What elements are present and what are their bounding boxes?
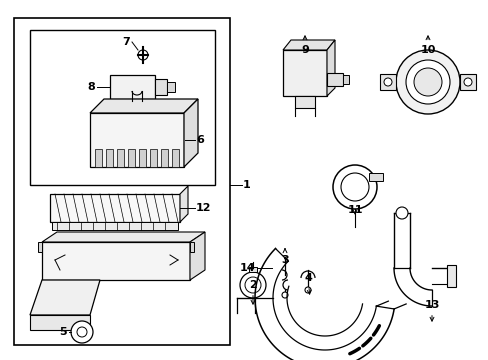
Text: 2: 2	[248, 280, 256, 304]
Polygon shape	[95, 149, 102, 167]
Polygon shape	[30, 315, 90, 330]
Text: 11: 11	[346, 205, 362, 215]
Polygon shape	[90, 99, 198, 113]
Polygon shape	[155, 79, 167, 95]
Polygon shape	[180, 186, 187, 222]
Polygon shape	[150, 149, 157, 167]
Polygon shape	[42, 242, 190, 280]
Polygon shape	[167, 82, 175, 92]
Polygon shape	[283, 40, 334, 50]
Text: 5: 5	[59, 327, 67, 337]
Polygon shape	[161, 149, 168, 167]
Circle shape	[340, 173, 368, 201]
Polygon shape	[342, 75, 348, 84]
Text: 9: 9	[301, 36, 308, 55]
Circle shape	[71, 321, 93, 343]
Circle shape	[240, 272, 265, 298]
Text: 3: 3	[281, 249, 288, 265]
Polygon shape	[14, 18, 229, 345]
Text: 13: 13	[424, 300, 439, 321]
Circle shape	[383, 78, 391, 86]
Text: 6: 6	[196, 135, 203, 145]
Text: 8: 8	[87, 82, 95, 92]
Circle shape	[244, 277, 261, 293]
Polygon shape	[52, 222, 178, 230]
Polygon shape	[368, 173, 382, 181]
Polygon shape	[90, 113, 183, 167]
Circle shape	[305, 287, 310, 293]
Circle shape	[282, 292, 287, 298]
Circle shape	[332, 165, 376, 209]
Polygon shape	[248, 267, 257, 272]
Polygon shape	[459, 74, 475, 90]
Polygon shape	[190, 242, 194, 252]
Text: 4: 4	[304, 273, 311, 294]
Circle shape	[463, 78, 471, 86]
Polygon shape	[326, 40, 334, 96]
Circle shape	[413, 68, 441, 96]
Polygon shape	[294, 96, 314, 108]
Text: 1: 1	[243, 180, 250, 190]
Polygon shape	[139, 149, 146, 167]
Text: 7: 7	[122, 37, 130, 47]
Polygon shape	[117, 149, 124, 167]
Polygon shape	[42, 232, 204, 242]
Polygon shape	[110, 75, 155, 99]
Polygon shape	[379, 74, 395, 90]
Text: 14: 14	[239, 263, 254, 273]
Circle shape	[405, 60, 449, 104]
Polygon shape	[326, 73, 342, 86]
Circle shape	[395, 50, 459, 114]
Polygon shape	[128, 149, 135, 167]
Circle shape	[77, 327, 87, 337]
Polygon shape	[446, 265, 455, 287]
Polygon shape	[190, 232, 204, 280]
Circle shape	[395, 207, 407, 219]
Polygon shape	[106, 149, 113, 167]
Text: 10: 10	[420, 36, 435, 55]
Polygon shape	[283, 50, 326, 96]
Polygon shape	[30, 280, 100, 315]
Polygon shape	[172, 149, 179, 167]
Polygon shape	[50, 194, 180, 222]
Text: 12: 12	[196, 203, 211, 213]
Polygon shape	[183, 99, 198, 167]
Polygon shape	[38, 242, 42, 252]
Polygon shape	[30, 30, 215, 185]
